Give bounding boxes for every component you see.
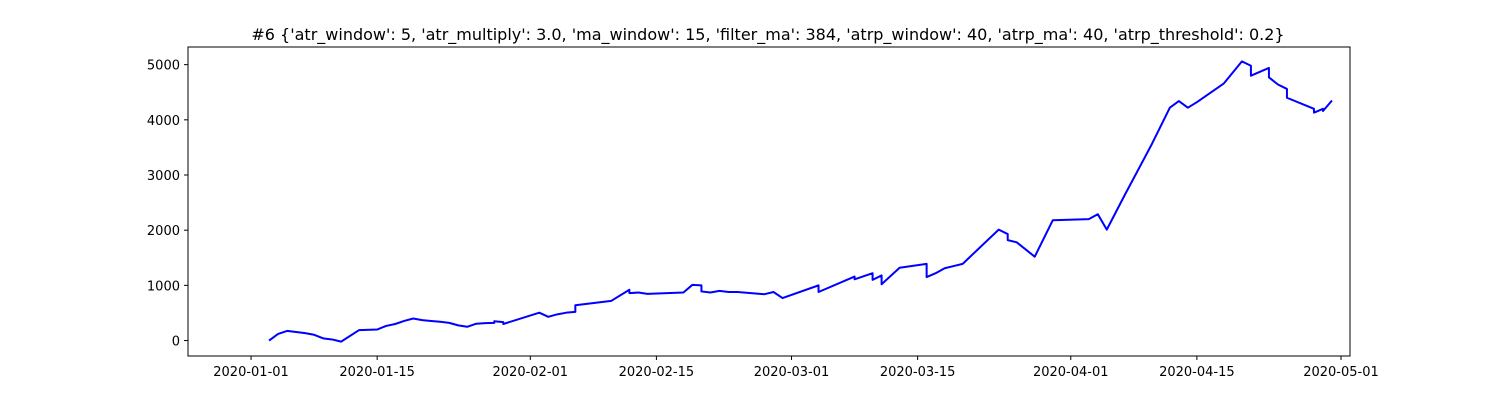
y-tick-label: 3000 [147, 169, 180, 184]
y-tick-label: 4000 [147, 114, 180, 129]
plot-frame [187, 46, 1351, 357]
x-axis: 2020-01-01 2020-01-15 2020-02-01 2020-02-15… [213, 356, 1379, 380]
y-tick-label: 5000 [147, 59, 180, 74]
x-tick-label: 2020-02-15 [619, 365, 695, 380]
x-tick-label: 2020-05-01 [1303, 365, 1379, 380]
y-tick-label: 1000 [147, 279, 180, 294]
y-tick-label: 0 [172, 335, 180, 350]
x-tick-label: 2020-01-01 [213, 365, 289, 380]
x-tick-label: 2020-04-01 [1033, 365, 1109, 380]
x-tick-label: 2020-03-01 [754, 365, 830, 380]
y-axis: 0 1000 2000 3000 4000 5000 [147, 59, 188, 350]
x-tick-label: 2020-04-15 [1159, 365, 1235, 380]
series-line-1 [268, 60, 1333, 343]
chart-title: #6 {'atr_window': 5, 'atr_multiply': 3.0… [251, 25, 1284, 45]
x-tick-label: 2020-01-15 [339, 365, 415, 380]
plot-area [187, 46, 1351, 357]
x-tick-label: 2020-02-01 [493, 365, 569, 380]
x-tick-label: 2020-03-15 [880, 365, 956, 380]
y-tick-label: 2000 [147, 224, 180, 239]
